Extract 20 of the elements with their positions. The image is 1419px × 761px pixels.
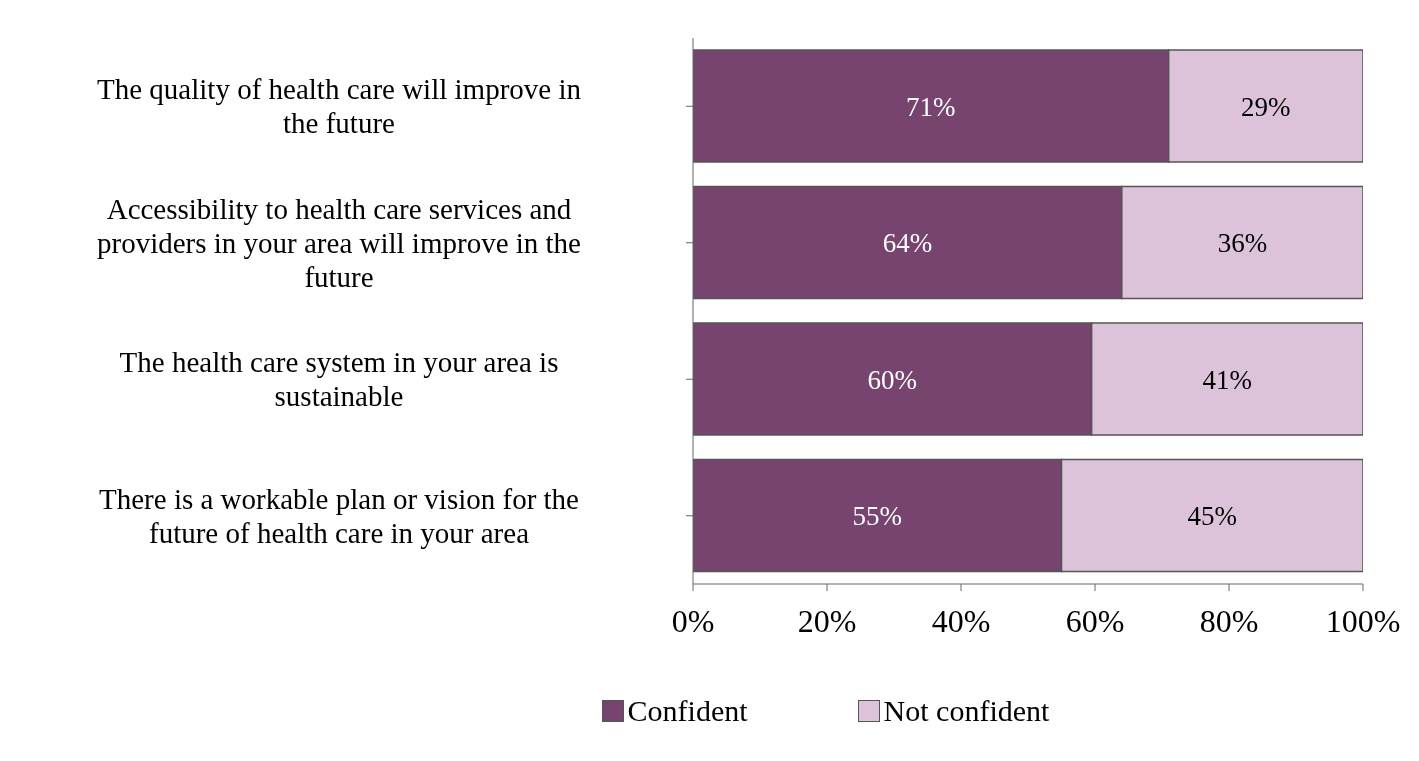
data-label: 55%: [852, 501, 902, 532]
legend-label: Confident: [627, 694, 748, 728]
x-tick-label: 0%: [671, 602, 715, 639]
legend-label: Not confident: [883, 694, 1050, 728]
data-label: 29%: [1241, 91, 1291, 122]
y-tick-label: There is a workable plan or vision for the future of health care in your area: [99, 482, 579, 549]
y-tick-label: The health care system in your area is sustainable: [119, 346, 559, 413]
data-label: 71%: [906, 91, 956, 122]
x-tick-label: 80%: [1199, 602, 1259, 639]
y-tick-label: Accessibility to health care services and providers in your area will improve in the future: [96, 192, 582, 293]
y-tick-label: The quality of health care will improve in the future: [97, 73, 582, 140]
data-label: 41%: [1202, 364, 1253, 395]
x-tick-label: 60%: [1065, 602, 1125, 639]
data-label: 60%: [867, 364, 918, 395]
x-tick-label: 40%: [931, 602, 991, 639]
data-label: 36%: [1217, 228, 1268, 259]
x-tick-label: 20%: [797, 602, 857, 639]
x-tick-label: 100%: [1325, 602, 1401, 639]
data-label: 45%: [1187, 501, 1237, 532]
data-label: 64%: [882, 228, 933, 259]
